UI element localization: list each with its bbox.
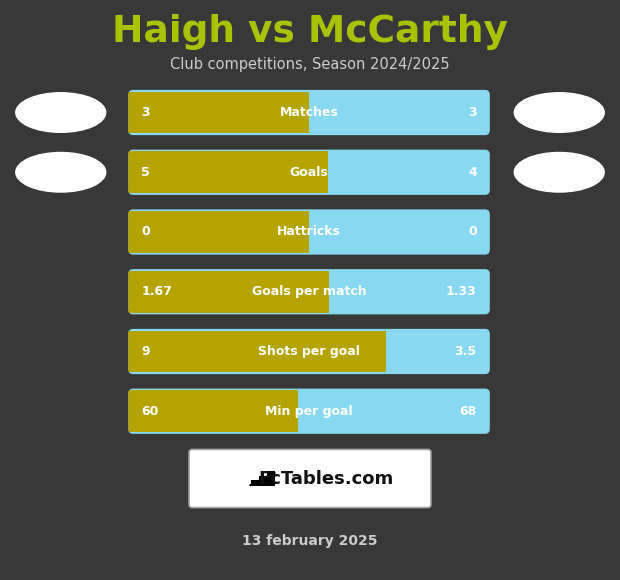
Text: Min per goal: Min per goal bbox=[265, 405, 353, 418]
FancyBboxPatch shape bbox=[128, 150, 490, 195]
Text: 13 february 2025: 13 february 2025 bbox=[242, 534, 378, 548]
Text: 1.67: 1.67 bbox=[141, 285, 172, 298]
Text: 3.5: 3.5 bbox=[454, 345, 477, 358]
Text: Goals per match: Goals per match bbox=[252, 285, 366, 298]
FancyBboxPatch shape bbox=[128, 90, 314, 135]
Text: Shots per goal: Shots per goal bbox=[258, 345, 360, 358]
FancyBboxPatch shape bbox=[189, 450, 431, 508]
Text: Hattricks: Hattricks bbox=[277, 226, 341, 238]
FancyBboxPatch shape bbox=[128, 269, 334, 314]
Text: Club competitions, Season 2024/2025: Club competitions, Season 2024/2025 bbox=[170, 57, 450, 72]
Text: 1.33: 1.33 bbox=[446, 285, 477, 298]
Text: 0: 0 bbox=[141, 226, 150, 238]
Text: 68: 68 bbox=[459, 405, 477, 418]
FancyBboxPatch shape bbox=[128, 209, 314, 255]
Text: Haigh vs McCarthy: Haigh vs McCarthy bbox=[112, 14, 508, 50]
Ellipse shape bbox=[514, 93, 604, 132]
Text: 3: 3 bbox=[468, 106, 477, 119]
Ellipse shape bbox=[514, 153, 604, 192]
FancyBboxPatch shape bbox=[128, 389, 490, 434]
Bar bbox=[251, 480, 259, 486]
Text: 3: 3 bbox=[141, 106, 150, 119]
Text: Goals: Goals bbox=[290, 166, 329, 179]
Text: 4: 4 bbox=[468, 166, 477, 179]
FancyBboxPatch shape bbox=[128, 329, 391, 374]
Text: 5: 5 bbox=[141, 166, 150, 179]
FancyBboxPatch shape bbox=[128, 329, 490, 374]
FancyBboxPatch shape bbox=[128, 90, 490, 135]
Ellipse shape bbox=[16, 93, 105, 132]
FancyBboxPatch shape bbox=[128, 269, 490, 314]
FancyBboxPatch shape bbox=[128, 389, 303, 434]
FancyBboxPatch shape bbox=[128, 209, 490, 255]
FancyBboxPatch shape bbox=[128, 150, 334, 195]
Text: 60: 60 bbox=[141, 405, 159, 418]
Text: FcTables.com: FcTables.com bbox=[258, 469, 393, 488]
Bar bbox=[259, 476, 267, 486]
Text: Matches: Matches bbox=[280, 106, 339, 119]
Ellipse shape bbox=[16, 153, 105, 192]
Text: 0: 0 bbox=[468, 226, 477, 238]
Bar bbox=[267, 471, 275, 486]
Text: 9: 9 bbox=[141, 345, 150, 358]
